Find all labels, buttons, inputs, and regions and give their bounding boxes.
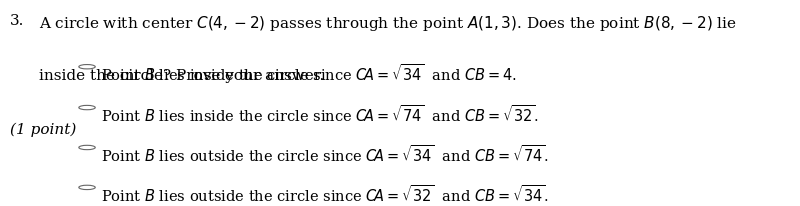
Text: (1 point): (1 point)	[10, 123, 76, 137]
Text: Point $B$ lies inside the circle since $C\!A= \sqrt{34}$  and $CB = 4.$: Point $B$ lies inside the circle since $…	[101, 63, 517, 84]
Text: inside the circle? Prove your answer.: inside the circle? Prove your answer.	[39, 69, 324, 83]
Text: Point $B$ lies outside the circle since $C\!A= \sqrt{34}$  and $CB= \sqrt{74}$.: Point $B$ lies outside the circle since …	[101, 144, 549, 165]
Text: 3.: 3.	[10, 14, 24, 28]
Text: A circle with center $C(4,-2)$ passes through the point $A(1,3)$. Does the point: A circle with center $C(4,-2)$ passes th…	[39, 14, 737, 33]
Text: Point $B$ lies outside the circle since $C\!A= \sqrt{32}$  and $CB= \sqrt{34}$.: Point $B$ lies outside the circle since …	[101, 184, 549, 205]
Text: Point $B$ lies inside the circle since $C\!A= \sqrt{74}$  and $CB= \sqrt{32}$.: Point $B$ lies inside the circle since $…	[101, 104, 538, 125]
